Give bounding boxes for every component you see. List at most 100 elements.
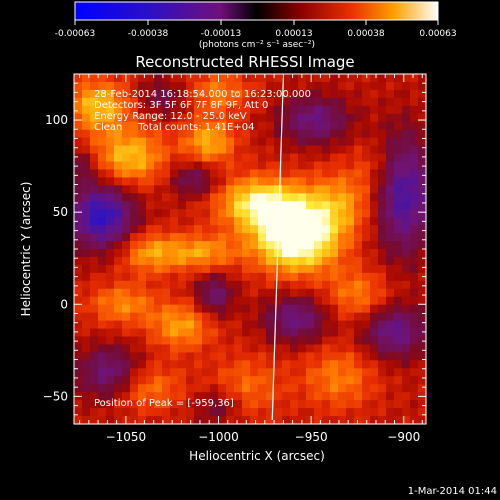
heatmap-cell bbox=[378, 233, 387, 242]
heatmap-cell bbox=[90, 105, 99, 115]
heatmap-cell bbox=[282, 209, 291, 218]
heatmap-cell bbox=[330, 376, 339, 385]
heatmap-cell bbox=[74, 296, 83, 306]
heatmap-cell bbox=[98, 384, 107, 393]
heatmap-cell bbox=[234, 360, 243, 369]
heatmap-cell bbox=[178, 376, 187, 385]
heatmap-cell bbox=[330, 352, 339, 361]
heatmap-cell bbox=[226, 201, 235, 210]
heatmap-cell bbox=[290, 209, 299, 218]
heatmap-cell bbox=[226, 161, 235, 171]
heatmap-cell bbox=[218, 217, 227, 226]
heatmap-cell bbox=[266, 312, 275, 322]
heatmap-cell bbox=[378, 225, 387, 234]
heatmap-cell bbox=[250, 217, 259, 226]
heatmap-cell bbox=[82, 280, 91, 290]
heatmap-cell bbox=[330, 113, 339, 123]
heatmap-cell bbox=[354, 416, 363, 425]
heatmap-cell bbox=[98, 169, 107, 178]
heatmap-cell bbox=[306, 137, 315, 147]
heatmap-cell bbox=[130, 74, 139, 83]
heatmap-cell bbox=[386, 241, 395, 250]
heatmap-cell bbox=[362, 105, 371, 115]
heatmap-cell bbox=[290, 272, 299, 282]
heatmap-cell bbox=[234, 81, 243, 91]
heatmap-cell bbox=[370, 249, 379, 258]
heatmap-cell bbox=[258, 97, 267, 107]
heatmap-cell bbox=[226, 97, 235, 107]
heatmap-cell bbox=[106, 352, 115, 361]
heatmap-cell bbox=[138, 312, 147, 322]
colorbar-tick-label: -0.00013 bbox=[201, 29, 241, 39]
heatmap-cell bbox=[122, 304, 131, 314]
heatmap-cell bbox=[322, 328, 331, 338]
heatmap-cell bbox=[306, 320, 315, 330]
heatmap-cell bbox=[178, 384, 187, 393]
heatmap-cell bbox=[330, 121, 339, 131]
heatmap-cell bbox=[322, 105, 331, 115]
heatmap-cell bbox=[98, 193, 107, 202]
heatmap-cell bbox=[370, 137, 379, 147]
heatmap-cell bbox=[162, 185, 171, 194]
heatmap-cell bbox=[202, 256, 211, 266]
heatmap-cell bbox=[330, 400, 339, 409]
heatmap-cell bbox=[258, 288, 267, 298]
heatmap-cell bbox=[386, 193, 395, 202]
heatmap-cell bbox=[346, 89, 355, 99]
heatmap-cell bbox=[258, 153, 267, 163]
heatmap-cell bbox=[178, 241, 187, 250]
heatmap-cell bbox=[98, 225, 107, 234]
heatmap-cell bbox=[114, 225, 123, 234]
heatmap-cell bbox=[146, 416, 155, 425]
heatmap-cell bbox=[82, 74, 91, 83]
heatmap-cell bbox=[178, 81, 187, 91]
heatmap-cell bbox=[306, 209, 315, 218]
heatmap-cell bbox=[138, 97, 147, 107]
heatmap-cell bbox=[178, 185, 187, 194]
heatmap-cell bbox=[218, 368, 227, 377]
heatmap-cell bbox=[186, 113, 195, 123]
heatmap-cell bbox=[258, 296, 267, 306]
heatmap-cell bbox=[226, 145, 235, 155]
heatmap-cell bbox=[122, 113, 131, 123]
heatmap-cell bbox=[362, 249, 371, 258]
heatmap-cell bbox=[386, 89, 395, 99]
heatmap-cell bbox=[250, 161, 259, 171]
heatmap-cell bbox=[314, 400, 323, 409]
heatmap-cell bbox=[418, 169, 427, 178]
heatmap-cell bbox=[90, 74, 99, 83]
heatmap-cell bbox=[250, 392, 259, 401]
heatmap-cell bbox=[178, 408, 187, 417]
heatmap-cell bbox=[250, 97, 259, 107]
info-detectors: Detectors: 3F 5F 6F 7F 8F 9F, Att 0 bbox=[94, 100, 268, 111]
heatmap-cell bbox=[82, 225, 91, 234]
heatmap-cell bbox=[346, 296, 355, 306]
heatmap-cell bbox=[82, 272, 91, 282]
heatmap-cell bbox=[162, 336, 171, 346]
heatmap-cell bbox=[290, 320, 299, 330]
heatmap-cell bbox=[418, 264, 427, 274]
heatmap-cell bbox=[90, 376, 99, 385]
heatmap-cell bbox=[154, 217, 163, 226]
heatmap-cell bbox=[226, 113, 235, 123]
heatmap-cell bbox=[306, 328, 315, 338]
heatmap-cell bbox=[354, 400, 363, 409]
heatmap-cell bbox=[290, 384, 299, 393]
y-tick-label: 100 bbox=[45, 113, 68, 127]
heatmap-cell bbox=[114, 233, 123, 242]
heatmap-cell bbox=[362, 74, 371, 83]
heatmap-cell bbox=[314, 113, 323, 123]
heatmap-cell bbox=[274, 336, 283, 346]
heatmap-cell bbox=[258, 105, 267, 115]
heatmap-cell bbox=[82, 121, 91, 131]
heatmap-cell bbox=[218, 400, 227, 409]
heatmap-cell bbox=[130, 225, 139, 234]
heatmap-cell bbox=[362, 336, 371, 346]
heatmap-cell bbox=[226, 288, 235, 298]
heatmap-cell bbox=[138, 209, 147, 218]
heatmap-cell bbox=[210, 320, 219, 330]
heatmap-cell bbox=[90, 328, 99, 338]
heatmap-cell bbox=[386, 217, 395, 226]
heatmap-cell bbox=[362, 344, 371, 353]
heatmap-cell bbox=[370, 384, 379, 393]
